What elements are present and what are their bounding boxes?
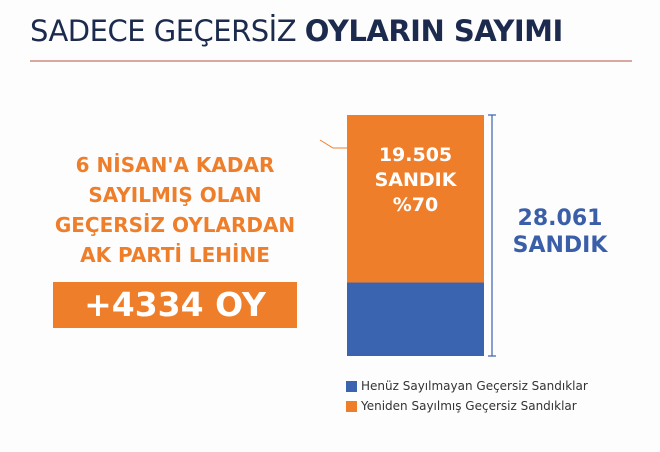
total-count: 28.061: [517, 206, 603, 231]
total-label: 28.061 SANDIK: [500, 205, 620, 259]
legend-swatch: [346, 380, 357, 392]
bar-label-percent: %70: [392, 194, 439, 216]
title-light: SADECE GEÇERSİZ: [30, 14, 297, 48]
bar-segment-uncounted: [347, 282, 484, 356]
title-bold: OYLARIN SAYIMI: [304, 14, 564, 48]
claim-line: GEÇERSİZ OYLARDAN: [54, 213, 296, 237]
legend-label: Henüz Sayılmayan Geçersiz Sandıklar: [361, 379, 588, 393]
page-title: SADECE GEÇERSİZ OYLARIN SAYIMI: [30, 14, 563, 48]
vote-gain-box: +4334 OY: [53, 282, 297, 328]
legend-label: Yeniden Sayılmış Geçersiz Sandıklar: [361, 399, 577, 413]
bar-label-count: 19.505: [378, 144, 453, 166]
title-divider: [30, 60, 632, 62]
legend-item-uncounted: Henüz Sayılmayan Geçersiz Sandıklar: [346, 379, 588, 393]
connector-line: [319, 139, 347, 149]
legend-swatch: [346, 400, 357, 412]
bar-label-unit: SANDIK: [374, 169, 457, 191]
claim-line: 6 NİSAN'A KADAR: [75, 153, 275, 177]
claim-line: SAYILMIŞ OLAN: [88, 183, 262, 207]
bar-segment-recounted: [347, 115, 484, 283]
claim-line: AK PARTİ LEHİNE: [80, 243, 270, 267]
bar-data-label: 19.505 SANDIK %70: [347, 143, 484, 218]
total-bracket: [488, 114, 496, 357]
total-unit: SANDIK: [512, 233, 608, 258]
claim-text: 6 NİSAN'A KADAR SAYILMIŞ OLAN GEÇERSİZ O…: [20, 150, 330, 270]
legend-item-recounted: Yeniden Sayılmış Geçersiz Sandıklar: [346, 399, 577, 413]
